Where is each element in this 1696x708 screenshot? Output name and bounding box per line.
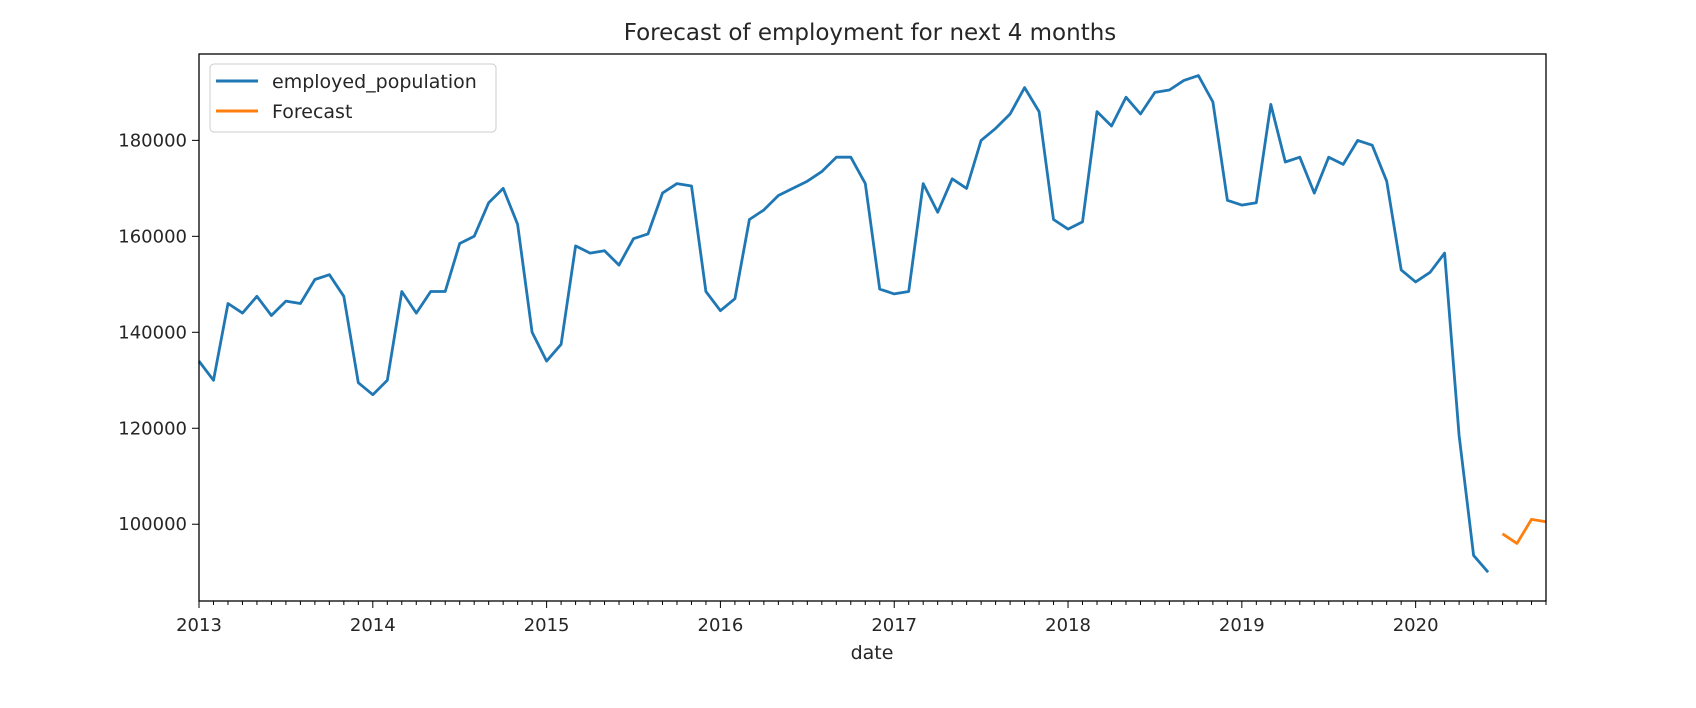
legend-label-employed-population: employed_population (272, 71, 477, 93)
plot-frame (198, 53, 1547, 602)
y-tick-label: 140000 (118, 322, 187, 343)
x-tick-label: 2016 (698, 615, 744, 636)
chart-title: Forecast of employment for next 4 months (624, 20, 1117, 46)
y-tick-label: 120000 (118, 418, 187, 439)
y-tick-label: 180000 (118, 130, 187, 151)
legend: employed_population Forecast (209, 63, 497, 133)
x-tick-label: 2017 (871, 615, 917, 636)
x-tick-label: 2020 (1393, 615, 1439, 636)
x-tick-label: 2013 (176, 615, 222, 636)
x-axis: 2013 2014 2015 2016 2017 2018 2019 2020 (176, 601, 1547, 636)
y-tick-label: 160000 (118, 226, 187, 247)
x-axis-label: date (851, 642, 894, 664)
series-line-employed-population (197, 74, 1490, 574)
series-layer (197, 74, 1547, 574)
legend-box (209, 63, 497, 133)
series-line-forecast (1501, 518, 1547, 545)
x-tick-label: 2015 (524, 615, 570, 636)
y-axis: 100000 120000 140000 160000 180000 (118, 130, 199, 535)
plot-area: 2013 2014 2015 2016 2017 2018 2019 2020 1000001… (118, 53, 1547, 636)
x-tick-label: 2014 (350, 615, 396, 636)
legend-label-forecast: Forecast (272, 101, 352, 123)
x-tick-label: 2018 (1045, 615, 1091, 636)
y-tick-label: 100000 (118, 514, 187, 535)
x-tick-label: 2019 (1219, 615, 1265, 636)
